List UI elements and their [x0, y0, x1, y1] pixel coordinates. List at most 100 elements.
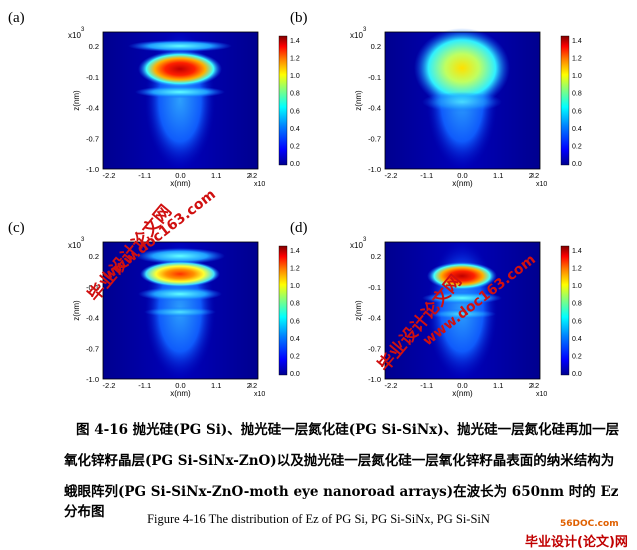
y-tick-label: -0.1: [368, 73, 381, 82]
colorbar: [278, 35, 288, 166]
y-tick-label: -0.1: [86, 73, 99, 82]
y-tick-label: -0.4: [86, 104, 99, 113]
band-lower: [135, 86, 225, 98]
y-axis-label: z(nm): [72, 300, 81, 321]
colorbar-tick-label: 1.0: [290, 73, 300, 80]
plot-frame: [102, 31, 259, 170]
x-exponent: 3: [531, 383, 534, 389]
band-lower: [428, 309, 496, 319]
colorbar-tick-label: 0.8: [572, 91, 582, 98]
colorbar-tick-label: 0.4: [290, 336, 300, 343]
x-multiplier: x10: [536, 391, 547, 398]
x-tick-label: -1.1: [420, 171, 433, 180]
colorbar-tick-label: 0.0: [290, 371, 300, 378]
watermark-corner-site: 56DOC.com: [560, 519, 619, 529]
y-multiplier: x10: [350, 241, 363, 250]
colorbar-tick-label: 1.4: [572, 38, 582, 45]
x-tick-label: 2.2: [529, 381, 539, 390]
y-exponent: 3: [363, 27, 367, 33]
x-exponent: 3: [249, 383, 252, 389]
colorbar-tick-label: 0.2: [290, 353, 300, 360]
heatmap-plot: [102, 241, 259, 380]
y-multiplier: x10: [350, 31, 363, 40]
x-tick-label: 0.0: [457, 171, 467, 180]
y-tick-label: 0.2: [371, 42, 381, 51]
colorbar-tick-label: 0.8: [290, 91, 300, 98]
panel-tag: (a): [8, 10, 25, 26]
y-tick-label: -1.0: [86, 375, 99, 384]
band-top: [128, 40, 232, 52]
heatmap-plot: [384, 28, 541, 170]
watermark-corner-brand: 毕业设计(论文)网: [525, 535, 628, 550]
y-tick-label: -0.4: [368, 314, 381, 323]
colorbar-tick-label: 0.0: [572, 161, 582, 168]
colorbar: [278, 245, 288, 376]
panel-tag: (b): [290, 10, 308, 26]
band-lower: [422, 92, 502, 112]
colorbar-tick-label: 0.4: [290, 126, 300, 133]
y-exponent: 3: [81, 27, 85, 33]
y-tick-label: 0.2: [89, 42, 99, 51]
y-tick-label: -0.1: [86, 283, 99, 292]
y-tick-label: -0.4: [368, 104, 381, 113]
band-top: [135, 248, 225, 264]
x-tick-label: -2.2: [385, 381, 398, 390]
colorbar-tick-label: 0.6: [572, 318, 582, 325]
y-tick-label: -1.0: [368, 375, 381, 384]
panel-tag: (d): [290, 220, 308, 236]
y-tick-label: -0.7: [368, 344, 381, 353]
x-tick-label: 2.2: [247, 381, 257, 390]
x-multiplier: x10: [536, 181, 547, 188]
y-axis-label: z(nm): [72, 90, 81, 111]
colorbar-tick-label: 0.2: [572, 143, 582, 150]
colorbar-tick-label: 0.6: [290, 318, 300, 325]
x-axis-label: x(nm): [452, 389, 473, 398]
y-axis-label: z(nm): [354, 90, 363, 111]
colorbar-tick-label: 0.2: [290, 143, 300, 150]
plot-frame: [384, 241, 541, 380]
y-tick-label: -1.0: [86, 165, 99, 174]
panel-tag: (c): [8, 220, 25, 236]
x-tick-label: 1.1: [493, 381, 503, 390]
y-multiplier: x10: [68, 241, 81, 250]
x-tick-label: -1.1: [138, 381, 151, 390]
colorbar-tick-label: 0.0: [572, 371, 582, 378]
x-tick-label: -1.1: [420, 381, 433, 390]
colorbar-tick-label: 1.4: [290, 38, 300, 45]
hot-spot: [414, 28, 510, 108]
colorbar-tick-label: 0.2: [572, 353, 582, 360]
x-exponent: 3: [249, 173, 252, 179]
hot-spot: [138, 51, 222, 87]
y-tick-label: 0.2: [371, 252, 381, 261]
y-exponent: 3: [81, 237, 85, 243]
y-tick-label: -1.0: [368, 165, 381, 174]
hot-spot: [427, 262, 497, 290]
colorbar: [560, 35, 570, 166]
colorbar: [560, 245, 570, 376]
caption-cn-line-3: 蛾眼阵列(PG Si-SiNx-ZnO-moth eye nanoroad ar…: [64, 484, 619, 520]
x-tick-label: 2.2: [247, 171, 257, 180]
y-exponent: 3: [363, 237, 367, 243]
colorbar-tick-label: 1.2: [290, 266, 300, 273]
colorbar-tick-label: 0.8: [572, 301, 582, 308]
x-axis-label: x(nm): [170, 389, 191, 398]
band-mid: [422, 292, 502, 304]
caption-english: Figure 4-16 The distribution of Ez of PG…: [147, 512, 490, 526]
y-tick-label: -0.7: [86, 134, 99, 143]
x-axis-label: x(nm): [170, 179, 191, 188]
y-tick-label: -0.7: [86, 344, 99, 353]
x-tick-label: 0.0: [175, 171, 185, 180]
y-axis-label: z(nm): [354, 300, 363, 321]
colorbar-tick-label: 0.4: [572, 126, 582, 133]
band-lower: [144, 307, 216, 317]
x-axis-label: x(nm): [452, 179, 473, 188]
plot-frame: [102, 241, 259, 380]
y-tick-label: -0.4: [86, 314, 99, 323]
colorbar-tick-label: 1.2: [572, 266, 582, 273]
colorbar-tick-label: 0.6: [290, 108, 300, 115]
heatmap-plot: [102, 31, 259, 170]
